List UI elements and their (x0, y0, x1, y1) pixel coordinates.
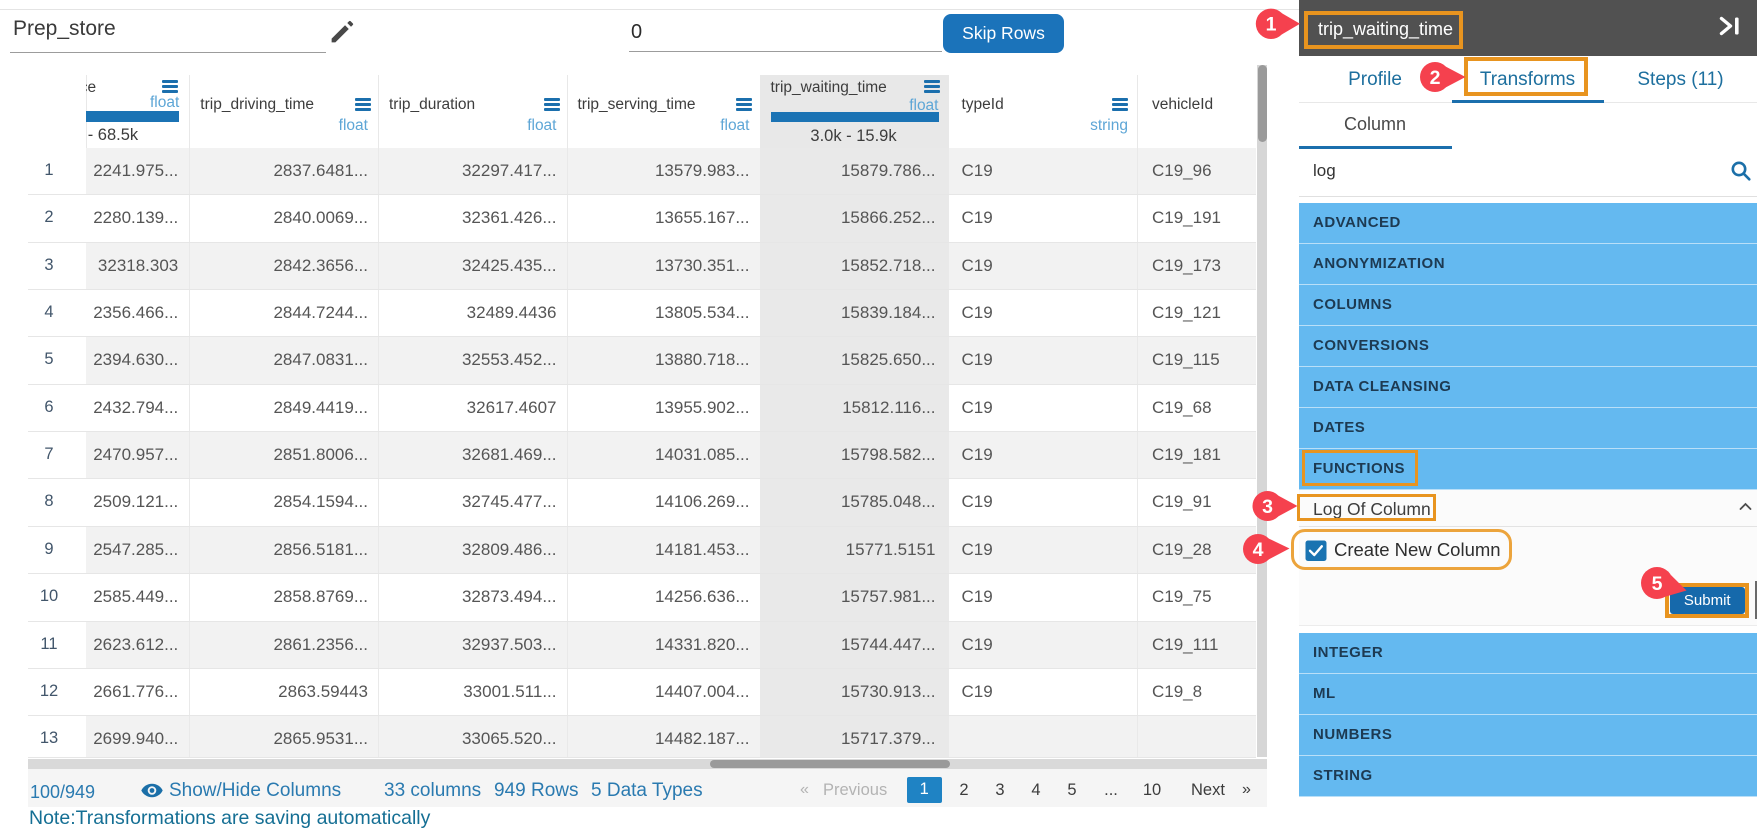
svg-text:4: 4 (1253, 539, 1264, 561)
svg-text:1: 1 (1266, 14, 1277, 36)
svg-text:2: 2 (1430, 67, 1441, 89)
svg-text:5: 5 (1652, 573, 1663, 595)
svg-text:3: 3 (1262, 496, 1273, 518)
